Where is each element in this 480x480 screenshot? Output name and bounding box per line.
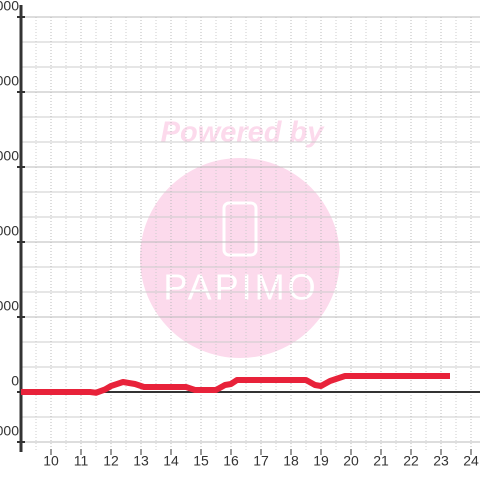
y-tick-label: 60,000 <box>0 223 19 239</box>
y-tick-label: 0 <box>11 373 19 389</box>
x-tick-label: 20 <box>343 453 359 469</box>
x-tick-label: 13 <box>133 453 149 469</box>
line <box>21 373 450 396</box>
watermark-text: Powered by <box>161 117 326 149</box>
y-tick-label: 30,000 <box>0 298 19 314</box>
y-tick-label: 90,000 <box>0 148 19 164</box>
x-tick-label: 22 <box>403 453 419 469</box>
watermark-icon <box>222 201 258 257</box>
y-tick-label: 120,000 <box>0 73 19 89</box>
watermark: Powered by PAPIMO <box>140 117 340 358</box>
y-tick-label: 150,000 <box>0 0 19 14</box>
x-tick-label: 18 <box>283 453 299 469</box>
x-tick-label: 16 <box>223 453 239 469</box>
x-tick-label: 21 <box>373 453 389 469</box>
x-tick-label: 19 <box>313 453 329 469</box>
x-tick-label: 15 <box>193 453 209 469</box>
x-tick-label: 11 <box>74 453 89 469</box>
watermark-circle <box>140 158 340 358</box>
watermark-logo: PAPIMO <box>163 267 318 308</box>
x-tick-label: 17 <box>253 453 269 469</box>
x-tick-label: 10 <box>43 453 59 469</box>
y-tick-label: -20,000 <box>0 423 19 439</box>
x-tick-label: 23 <box>433 453 449 469</box>
x-tick-label: 14 <box>163 453 179 469</box>
x-tick-label: 12 <box>103 453 119 469</box>
x-tick-label: 24 <box>463 453 479 469</box>
